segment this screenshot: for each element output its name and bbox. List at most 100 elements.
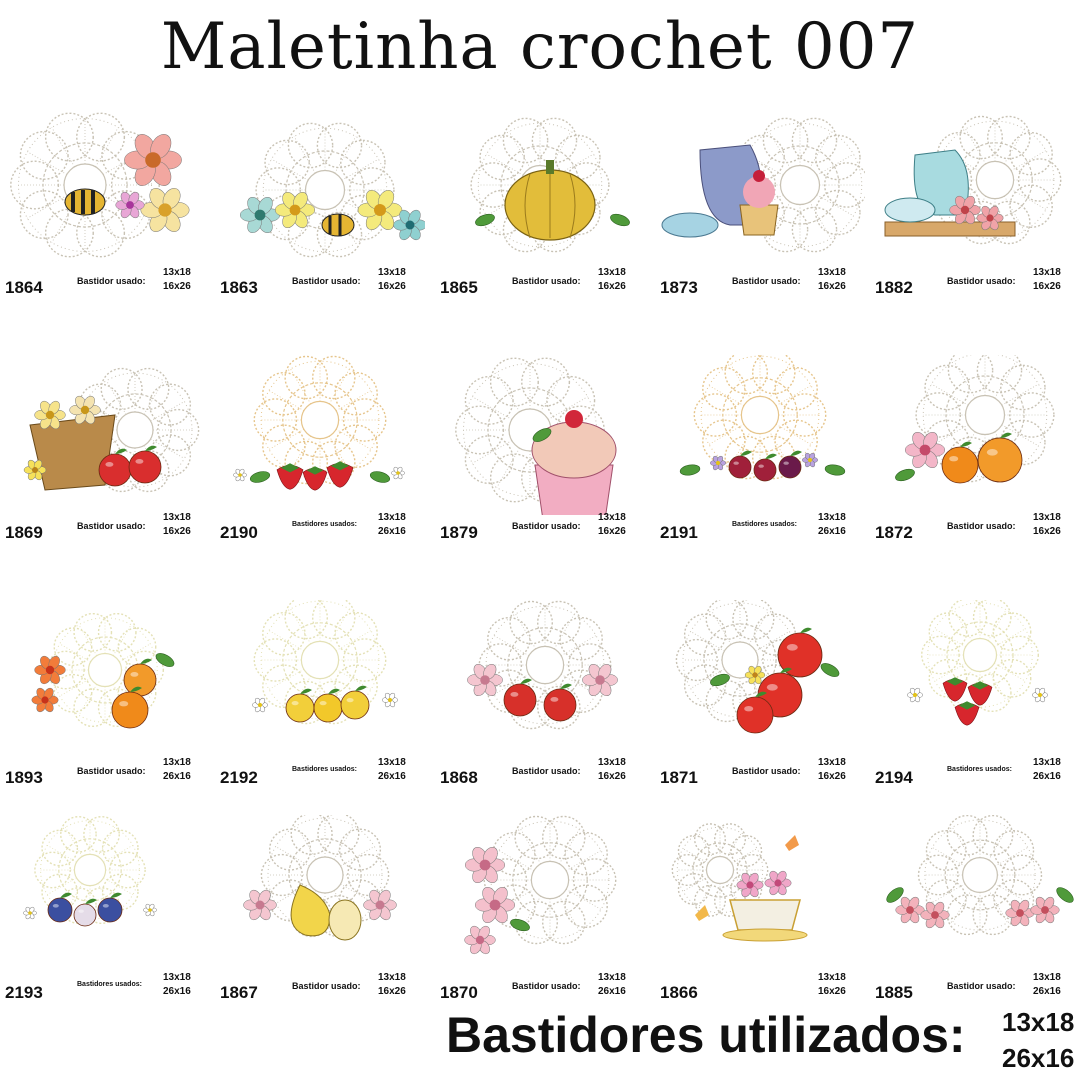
- design-code: 1871: [660, 768, 698, 787]
- design-code: 1893: [5, 768, 43, 787]
- design-card: 2192 Bastidores usados: 13x18 26x16: [220, 600, 430, 830]
- hoop-size-primary: 13x18: [163, 267, 191, 278]
- hoop-label: Bastidor usado:: [77, 276, 146, 286]
- hoop-size-secondary: 26x16: [378, 526, 406, 537]
- rose-icon: [464, 846, 506, 884]
- hoop-sizes: 13x18 26x16: [378, 756, 406, 784]
- design-code: 1864: [5, 278, 43, 297]
- lemon-icon: [285, 688, 315, 723]
- hoop-size-secondary: 16x26: [378, 281, 406, 292]
- orange-icon: [123, 658, 157, 697]
- leaf-icon: [886, 887, 904, 903]
- hoop-label: Bastidor usado:: [512, 981, 581, 991]
- rose-icon: [920, 901, 950, 929]
- embroidery-design-art: [907, 600, 1048, 726]
- footer-hoops-label: Bastidores utilizados:: [446, 1007, 966, 1063]
- hoop-label: Bastidor usado:: [947, 521, 1016, 531]
- orange-icon: [977, 432, 1023, 483]
- hoop-sizes: 13x18 26x16: [1033, 756, 1061, 784]
- lace-doily-icon: [46, 612, 165, 728]
- hoop-size-secondary: 16x26: [378, 986, 406, 997]
- white-flower-icon: [391, 466, 405, 480]
- hoop-size-primary: 13x18: [378, 757, 406, 768]
- hoop-size-secondary: 16x26: [163, 281, 191, 292]
- lemon-icon: [340, 685, 370, 720]
- hoop-sizes: 13x18 16x26: [378, 971, 406, 999]
- leaf-icon: [679, 464, 701, 476]
- hoop-size-primary: 13x18: [598, 512, 626, 523]
- hoop-size-primary: 13x18: [598, 267, 626, 278]
- embroidery-design-art: [895, 355, 1055, 484]
- teal-flower-icon: [239, 196, 281, 234]
- hoop-size-primary: 13x18: [818, 512, 846, 523]
- rose-icon: [464, 925, 496, 955]
- hoop-label: Bastidores usados:: [732, 521, 797, 528]
- leaf-icon: [155, 653, 175, 667]
- design-code: 1865: [440, 278, 478, 297]
- cupcake-icon: [739, 204, 779, 236]
- hoop-sizes: 13x18 16x26: [1033, 511, 1061, 539]
- hoop-size-primary: 13x18: [163, 757, 191, 768]
- hoop-size-primary: 13x18: [598, 757, 626, 768]
- footer-size-13x18: 13x18: [1002, 1007, 1075, 1037]
- hoop-size-primary: 13x18: [598, 972, 626, 983]
- hoop-sizes: 13x18 16x26: [818, 971, 846, 999]
- teacup-icon: [661, 212, 719, 238]
- hoop-size-secondary: 16x26: [598, 526, 626, 537]
- hoop-label: Bastidores usados:: [947, 766, 1012, 773]
- rose-icon: [1005, 899, 1035, 927]
- hoop-label: Bastidor usado:: [77, 521, 146, 531]
- design-card: 1893 Bastidor usado: 13x18 26x16: [5, 600, 215, 830]
- rose-icon: [904, 431, 946, 469]
- leaf-icon: [249, 471, 271, 483]
- lace-doily-icon: [483, 815, 617, 945]
- blueberry-icon: [97, 892, 123, 923]
- blackberry-icon: [778, 450, 802, 479]
- hoop-size-primary: 13x18: [1033, 267, 1061, 278]
- embroidery-design-art: [467, 600, 618, 730]
- hoop-size-primary: 13x18: [1033, 512, 1061, 523]
- hoop-label: Bastidor usado:: [512, 276, 581, 286]
- hoop-sizes: 13x18 26x16: [378, 511, 406, 539]
- design-code: 1863: [220, 278, 258, 297]
- hoop-sizes: 13x18 26x16: [598, 971, 626, 999]
- design-card: 1873 Bastidor usado: 13x18 16x26: [660, 110, 870, 340]
- lemon-icon: [313, 688, 343, 723]
- design-code: 1867: [220, 983, 258, 1002]
- hoop-sizes: 13x18 16x26: [598, 756, 626, 784]
- design-code: 1882: [875, 278, 913, 297]
- hoop-size-primary: 13x18: [163, 972, 191, 983]
- design-card: 2194 Bastidores usados: 13x18 26x16: [875, 600, 1080, 830]
- hoop-sizes: 13x18 16x26: [598, 511, 626, 539]
- strawberry-icon: [942, 677, 968, 702]
- hoop-size-secondary: 16x26: [1033, 281, 1061, 292]
- design-card: 1866 13x18 16x26: [660, 815, 870, 1045]
- design-code: 2192: [220, 768, 258, 787]
- hoop-label: Bastidor usado:: [292, 276, 361, 286]
- raspberry-icon: [728, 450, 752, 479]
- butterfly-icon: [695, 905, 709, 921]
- hoop-size-secondary: 26x16: [378, 771, 406, 782]
- embroidery-design-art: [23, 816, 157, 927]
- design-code: 1872: [875, 523, 913, 542]
- hoop-size-secondary: 26x16: [1033, 771, 1061, 782]
- lace-doily-icon: [730, 117, 865, 253]
- design-card: 1863 Bastidor usado: 13x18 16x26: [220, 110, 430, 340]
- hoop-size-primary: 13x18: [818, 757, 846, 768]
- design-code: 1885: [875, 983, 913, 1002]
- pear-half-icon: [328, 899, 362, 941]
- teal-flower-icon: [393, 209, 425, 241]
- hoop-size-secondary: 26x16: [818, 526, 846, 537]
- design-code: 1866: [660, 983, 698, 1002]
- raspberry-icon: [753, 453, 777, 482]
- design-card: 1879 Bastidor usado: 13x18 16x26: [440, 355, 650, 585]
- design-card: 2190 Bastidores usados: 13x18 26x16: [220, 355, 430, 585]
- embroidery-design-art: [470, 117, 630, 253]
- apple-icon: [503, 678, 537, 717]
- white-flower-icon: [143, 903, 157, 917]
- hoop-size-secondary: 16x26: [818, 281, 846, 292]
- hoop-label: Bastidor usado:: [512, 521, 581, 531]
- embroidery-design-art: [886, 815, 1074, 936]
- hoop-sizes: 13x18 16x26: [163, 511, 191, 539]
- design-code: 1873: [660, 278, 698, 297]
